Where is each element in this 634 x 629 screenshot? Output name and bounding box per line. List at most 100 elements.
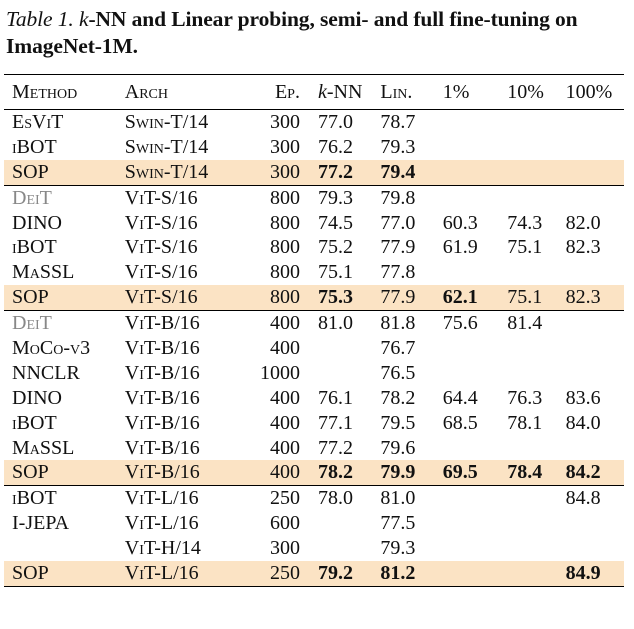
cell-epochs: 800 — [249, 285, 316, 311]
cell-knn: 81.0 — [315, 310, 381, 337]
cell-epochs: 300 — [249, 159, 316, 186]
cell-epochs: 1000 — [259, 361, 300, 384]
caption-text: -NN and Linear probing, semi- and full f… — [6, 7, 578, 58]
cell-arch: ViT-H/14 — [124, 537, 201, 560]
cell-1pct: 61.9 — [442, 236, 478, 259]
cell-linear: 81.2 — [380, 561, 443, 587]
cell-arch: ViT-S/16 — [124, 184, 250, 211]
cell-epochs: 400 — [269, 411, 300, 434]
cell-1pct: 64.4 — [442, 386, 478, 409]
cell-epochs: 800 — [249, 184, 316, 211]
table-row: DeiT ViT-S/16 800 79.3 79.8 — [4, 184, 624, 211]
table-caption: Table 1. k-NN and Linear probing, semi- … — [6, 6, 630, 60]
cell-arch: ViT-B/16 — [124, 386, 200, 409]
cell-knn: 77.2 — [317, 436, 353, 459]
cell-method: I-JEPA — [12, 512, 70, 535]
cell-1pct — [442, 485, 508, 512]
header-row: Method Arch Ep. k-NN Lin. 1% 10% 100% — [4, 74, 624, 110]
cell-10pct: 75.1 — [507, 236, 543, 259]
cell-knn: 79.2 — [315, 561, 381, 587]
table-row-highlighted: SOP ViT-L/16 250 79.2 81.2 84.9 — [4, 561, 624, 587]
cell-10pct: 81.4 — [507, 310, 566, 337]
cell-method: iBOT — [12, 411, 57, 434]
cell-linear: 81.8 — [380, 310, 443, 337]
cell-1pct — [442, 184, 508, 211]
cell-knn: 78.0 — [315, 485, 381, 512]
cell-method: iBOT — [4, 485, 125, 512]
cell-10pct — [507, 436, 565, 461]
cell-epochs: 800 — [269, 261, 300, 284]
cell-method: DeiT — [4, 310, 125, 337]
header-knn: k-NN — [315, 74, 381, 110]
cell-linear: 78.2 — [380, 386, 416, 409]
cell-100pct: 83.6 — [565, 386, 601, 409]
cell-100pct — [566, 436, 624, 461]
cell-10pct — [507, 361, 565, 386]
cell-100pct — [566, 361, 624, 386]
cell-10pct: 76.3 — [507, 386, 543, 409]
table-row: iBOT ViT-B/16 400 77.1 79.5 68.5 78.1 84… — [4, 411, 624, 436]
cell-10pct: 78.4 — [507, 460, 566, 486]
header-1pct: 1% — [442, 74, 508, 110]
table-row-highlighted: SOP ViT-B/16 400 78.2 79.9 69.5 78.4 84.… — [4, 460, 624, 486]
table-row: iBOT Swin-T/14 300 76.2 79.3 — [4, 135, 624, 160]
cell-linear: 81.0 — [380, 485, 443, 512]
cell-linear: 76.5 — [380, 361, 416, 384]
cell-1pct — [443, 336, 507, 361]
header-arch: Arch — [124, 74, 250, 110]
table-row: EsViT Swin-T/14 300 77.0 78.7 — [4, 110, 624, 135]
cell-10pct: 75.1 — [507, 285, 566, 311]
results-table: Method Arch Ep. k-NN Lin. 1% 10% 100% Es… — [4, 74, 624, 587]
cell-10pct — [507, 511, 565, 536]
cell-1pct — [442, 159, 508, 186]
cell-arch: ViT-B/16 — [124, 436, 200, 459]
cell-linear: 78.7 — [380, 110, 416, 133]
cell-100pct — [566, 260, 624, 285]
cell-knn: 75.3 — [315, 285, 381, 311]
cell-1pct — [442, 561, 508, 587]
table-row: DINO ViT-S/16 800 74.5 77.0 60.3 74.3 82… — [4, 211, 624, 236]
cell-linear: 79.5 — [380, 411, 416, 434]
cell-100pct: 82.0 — [565, 211, 601, 234]
cell-linear: 77.5 — [380, 512, 416, 535]
cell-100pct — [566, 536, 624, 561]
cell-epochs: 400 — [269, 336, 300, 359]
cell-knn — [316, 511, 380, 536]
cell-linear: 79.8 — [380, 184, 443, 211]
header-epochs: Ep. — [249, 74, 316, 110]
cell-arch: ViT-L/16 — [124, 561, 250, 587]
cell-linear: 79.3 — [380, 537, 416, 560]
cell-1pct — [443, 436, 507, 461]
cell-method: MoCo-v3 — [12, 336, 91, 359]
cell-knn — [316, 536, 380, 561]
cell-method: NNCLR — [12, 361, 80, 384]
cell-100pct: 82.3 — [565, 236, 601, 259]
cell-1pct — [443, 135, 507, 160]
cell-linear: 79.3 — [380, 135, 416, 158]
cell-arch: ViT-S/16 — [124, 211, 198, 234]
cell-1pct — [443, 110, 507, 135]
cell-method: MaSSL — [12, 261, 75, 284]
cell-1pct — [443, 536, 507, 561]
table-row: DeiT ViT-B/16 400 81.0 81.8 75.6 81.4 — [4, 310, 624, 337]
cell-10pct — [507, 336, 565, 361]
cell-knn: 77.2 — [315, 159, 381, 186]
cell-epochs: 800 — [269, 236, 300, 259]
cell-knn: 76.1 — [317, 386, 353, 409]
cell-arch: ViT-B/16 — [124, 460, 250, 486]
table-row-highlighted: SOP Swin-T/14 300 77.2 79.4 — [4, 159, 624, 186]
cell-method: DeiT — [4, 184, 125, 211]
cell-1pct: 62.1 — [442, 285, 508, 311]
cell-epochs: 300 — [269, 110, 300, 133]
cell-arch: ViT-L/16 — [124, 512, 199, 535]
cell-100pct — [566, 135, 624, 160]
table-row: NNCLR ViT-B/16 1000 76.5 — [4, 361, 624, 386]
cell-1pct: 69.5 — [442, 460, 508, 486]
cell-100pct — [565, 310, 624, 337]
cell-knn — [316, 361, 380, 386]
header-linear: Lin. — [380, 74, 443, 110]
cell-arch: ViT-B/16 — [124, 411, 200, 434]
cell-method — [4, 536, 125, 561]
table-row: iBOT ViT-S/16 800 75.2 77.9 61.9 75.1 82… — [4, 235, 624, 260]
cell-epochs: 400 — [269, 386, 300, 409]
